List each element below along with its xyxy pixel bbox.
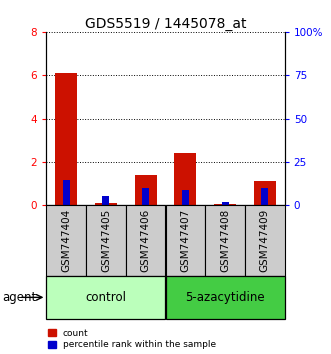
Title: GDS5519 / 1445078_at: GDS5519 / 1445078_at (85, 17, 246, 31)
Text: control: control (85, 291, 126, 304)
Text: GSM747404: GSM747404 (61, 209, 71, 272)
Legend: count, percentile rank within the sample: count, percentile rank within the sample (48, 329, 216, 349)
Bar (221, 202, 229, 205)
Text: GSM747408: GSM747408 (220, 209, 230, 272)
Bar (102, 196, 110, 205)
Bar (214, 204, 236, 205)
Bar (63, 180, 70, 205)
Bar (166, 276, 285, 319)
Bar (86, 205, 126, 276)
Text: GSM747407: GSM747407 (180, 209, 190, 272)
Bar (182, 190, 189, 205)
Text: GSM747409: GSM747409 (260, 209, 270, 272)
Bar (46, 276, 166, 319)
Bar (142, 188, 149, 205)
Text: GSM747405: GSM747405 (101, 209, 111, 272)
Bar (174, 153, 196, 205)
Text: 5-azacytidine: 5-azacytidine (185, 291, 265, 304)
Bar (46, 205, 86, 276)
Bar (135, 175, 157, 205)
Bar (166, 205, 205, 276)
Bar (95, 203, 117, 205)
Bar (245, 205, 285, 276)
Bar (261, 188, 268, 205)
Text: agent: agent (2, 291, 36, 304)
Bar (254, 181, 276, 205)
Bar (55, 73, 77, 205)
Bar (205, 205, 245, 276)
Text: GSM747406: GSM747406 (141, 209, 151, 272)
Bar (126, 205, 166, 276)
